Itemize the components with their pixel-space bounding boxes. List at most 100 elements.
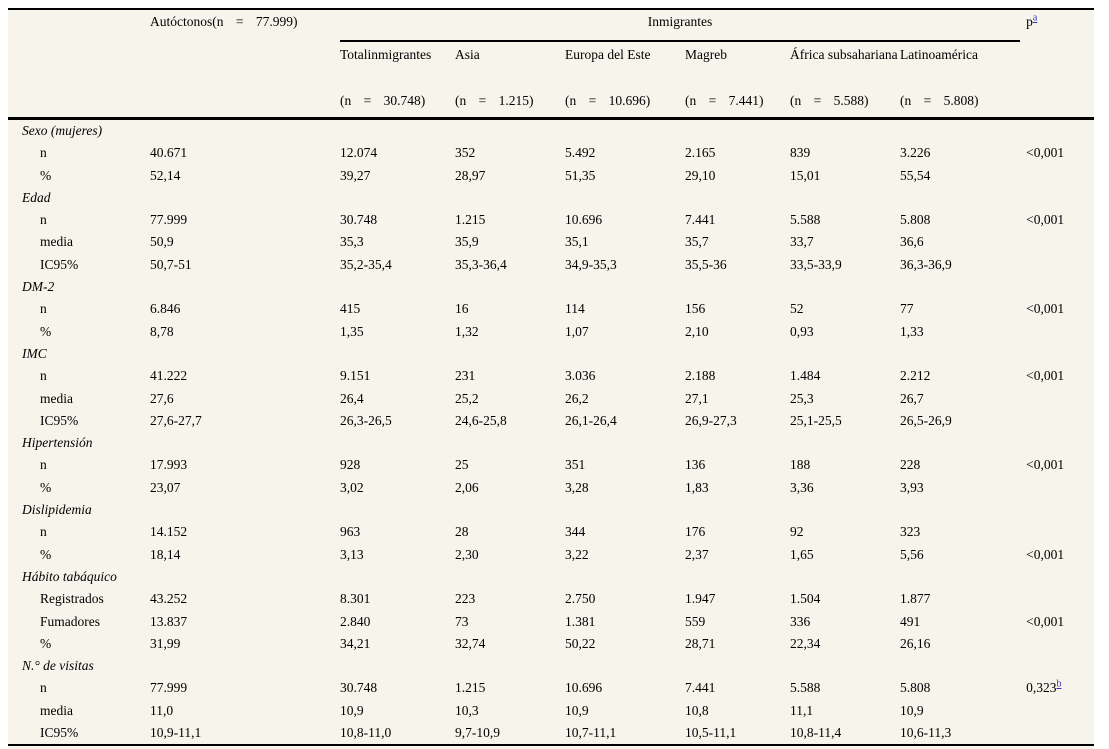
data-row: n 17.993 928 25 351 136 188 228 <0,001 — [8, 454, 1094, 476]
value-cell: 41.222 — [150, 368, 188, 384]
row-label: IC95% — [40, 412, 79, 428]
data-row: n 40.671 12.074 352 5.492 2.165 839 3.226 <0,001 — [8, 142, 1094, 164]
value-cell: 33,7 — [790, 234, 814, 250]
row-label: n — [40, 301, 47, 317]
data-row: media 27,6 26,4 25,2 26,2 27,1 25,3 26,7 — [8, 388, 1094, 410]
value-cell: 26,1-26,4 — [565, 412, 617, 428]
row-label: media — [40, 702, 73, 718]
data-row: media 50,9 35,3 35,9 35,1 35,7 33,7 36,6 — [8, 231, 1094, 253]
value-cell: 92 — [790, 524, 804, 540]
value-cell: 1.215 — [455, 212, 486, 228]
empty-cell — [1020, 41, 1094, 90]
value-cell: 32,74 — [455, 635, 486, 651]
value-cell: 23,07 — [150, 479, 181, 495]
value-cell: 5.492 — [565, 145, 596, 161]
value-cell: 2.188 — [685, 368, 716, 384]
data-row: n 77.999 30.748 1.215 10.696 7.441 5.588 5.808 <… — [8, 209, 1094, 231]
row-label: IC95% — [40, 725, 79, 741]
value-cell: 26,7 — [900, 390, 924, 406]
value-cell: 17.993 — [150, 457, 188, 473]
value-cell: 26,5-26,9 — [900, 412, 952, 428]
value-cell: 30.748 — [340, 212, 378, 228]
p-value-cell: <0,001 — [1026, 212, 1065, 228]
value-cell: 10,8-11,4 — [790, 725, 842, 741]
group-sample-size-cell: (n = 10.696) — [565, 90, 685, 120]
group-name-cell: África subsahariana — [790, 47, 898, 62]
value-cell: 1,65 — [790, 546, 814, 562]
table-footer — [8, 744, 1095, 749]
row-label: % — [40, 546, 52, 562]
value-cell: 35,2-35,4 — [340, 256, 392, 272]
value-cell: 3,22 — [565, 546, 589, 562]
p-value-cell: <0,001 — [1026, 457, 1065, 473]
value-cell: 16 — [455, 301, 469, 317]
data-row: n 6.846 415 16 114 156 52 77 <0,001 — [8, 298, 1094, 320]
value-cell: 10,5-11,1 — [685, 725, 737, 741]
value-cell: 27,6-27,7 — [150, 412, 202, 428]
group-sample-size-cell: (n = 5.808) — [900, 90, 1021, 120]
section-header-row: Dislipidemia — [8, 499, 1094, 521]
data-row: IC95% 10,9-11,1 10,8-11,0 9,7-10,9 10,7-11,1… — [8, 722, 1094, 745]
value-cell: 36,3-36,9 — [900, 256, 952, 272]
value-cell: 223 — [455, 591, 476, 607]
footnote-b-link[interactable]: b — [1056, 678, 1062, 690]
value-cell: 1,83 — [685, 479, 709, 495]
value-cell: 6.846 — [150, 301, 181, 317]
value-cell: 77.999 — [150, 212, 188, 228]
value-cell: 3,13 — [340, 546, 364, 562]
footnote-a-link[interactable]: a — [1032, 12, 1038, 24]
p-value-cell: <0,001 — [1026, 546, 1065, 562]
value-cell: 10.696 — [565, 212, 603, 228]
value-cell: 5.588 — [790, 212, 821, 228]
comparison-table: Autóctonos(n = 77.999) Inmigrantes pa To… — [8, 8, 1095, 749]
p-value-cell — [1020, 165, 1094, 187]
value-cell: 50,9 — [150, 234, 174, 250]
value-cell: 34,9-35,3 — [565, 256, 617, 272]
p-value-cell — [1020, 588, 1094, 610]
value-cell: 39,27 — [340, 167, 371, 183]
value-cell: 136 — [685, 457, 706, 473]
group-name-cell: Latinoamérica — [900, 47, 978, 62]
empty-cell — [1020, 90, 1095, 120]
empty-cell — [150, 90, 340, 120]
value-cell: 29,10 — [685, 167, 716, 183]
value-cell: 8.301 — [340, 591, 371, 607]
value-cell: 351 — [565, 457, 586, 473]
value-cell: 963 — [340, 524, 361, 540]
p-value-cell — [1020, 231, 1094, 253]
value-cell: 3,28 — [565, 479, 589, 495]
value-cell: 33,5-33,9 — [790, 256, 842, 272]
value-cell: 5.808 — [900, 212, 931, 228]
row-label: % — [40, 167, 52, 183]
p-value-cell: <0,001 — [1026, 145, 1065, 161]
value-cell: 25,2 — [455, 390, 479, 406]
inmigrantes-spanner-cell: Inmigrantes — [340, 9, 1021, 42]
value-cell: 52,14 — [150, 167, 181, 183]
row-label: IC95% — [40, 256, 79, 272]
value-cell: 26,16 — [900, 635, 931, 651]
p-value-cell — [1020, 410, 1094, 432]
p-value-cell — [1020, 521, 1094, 543]
value-cell: 12.074 — [340, 145, 378, 161]
value-cell: 35,3 — [340, 234, 364, 250]
header-row-sample-sizes: (n = 30.748) (n = 1.215) (n = 10.696) (n = … — [8, 90, 1095, 120]
value-cell: 28,71 — [685, 635, 716, 651]
value-cell: 114 — [565, 301, 585, 317]
data-row: Registrados 43.252 8.301 223 2.750 1.947 1.504… — [8, 588, 1094, 610]
section-label: N.° de visitas — [22, 658, 94, 674]
value-cell: 26,3-26,5 — [340, 412, 392, 428]
value-cell: 1.877 — [900, 591, 931, 607]
value-cell: 77 — [900, 301, 914, 317]
p-value-cell — [1020, 700, 1094, 722]
value-cell: 35,3-36,4 — [455, 256, 507, 272]
row-label: Fumadores — [40, 613, 100, 629]
value-cell: 3.036 — [565, 368, 596, 384]
p-value-cell — [1020, 388, 1094, 410]
value-cell: 2.750 — [565, 591, 596, 607]
row-label: n — [40, 457, 47, 473]
value-cell: 35,7 — [685, 234, 709, 250]
value-cell: 231 — [455, 368, 476, 384]
value-cell: 50,22 — [565, 635, 596, 651]
value-cell: 22,34 — [790, 635, 821, 651]
data-row: n 14.152 963 28 344 176 92 323 — [8, 521, 1094, 543]
